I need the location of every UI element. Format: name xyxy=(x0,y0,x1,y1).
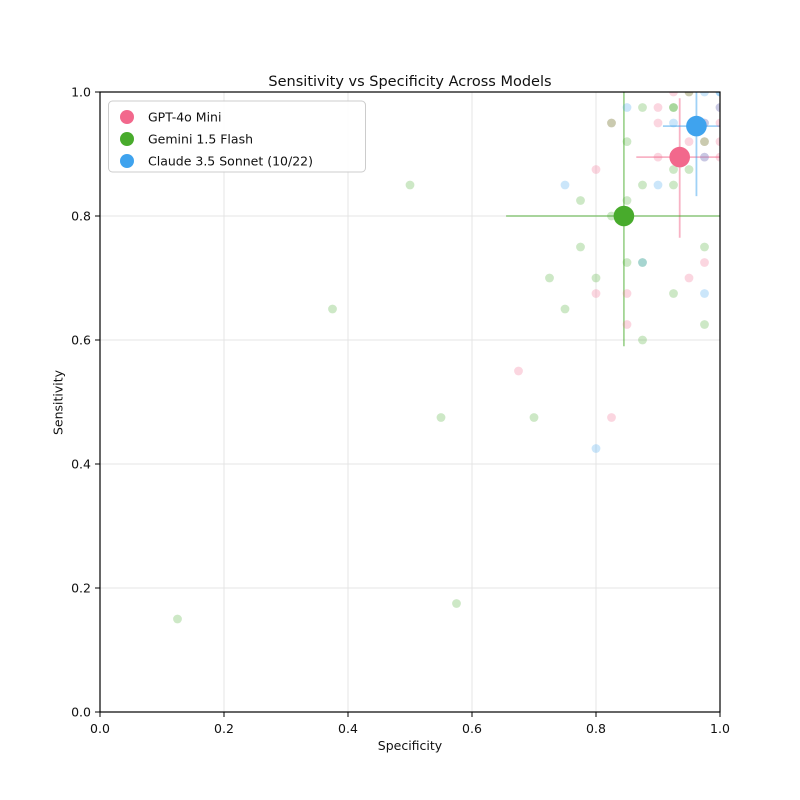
scatter-point xyxy=(684,92,694,97)
scatter-point xyxy=(328,304,337,314)
scatter-point xyxy=(669,103,678,112)
y-tick-label: 0.4 xyxy=(71,457,91,472)
scatter-point xyxy=(700,320,709,329)
scatter-point xyxy=(622,196,632,205)
scatter-point xyxy=(669,118,678,128)
scatter-point xyxy=(715,118,720,128)
legend-box xyxy=(108,100,366,173)
scatter-point xyxy=(576,196,585,205)
legend-label: Claude 3.5 Sonnet (10/22) xyxy=(148,154,313,169)
scatter-point xyxy=(607,118,616,128)
scatter-point xyxy=(715,137,720,146)
scatter-point xyxy=(622,137,632,147)
scatter-point xyxy=(669,165,678,174)
y-axis-label: Sensitivity xyxy=(50,369,66,436)
scatter-point xyxy=(591,165,601,174)
scatter-point xyxy=(622,258,632,267)
legend-marker xyxy=(120,110,134,124)
chart-title: Sensitivity vs Specificity Across Models xyxy=(268,74,552,90)
scatter-point xyxy=(669,289,678,298)
scatter-point xyxy=(436,413,446,422)
y-tick-label: 1.0 xyxy=(71,85,91,100)
scatter-point xyxy=(684,165,694,174)
scatter-point xyxy=(622,103,632,112)
scatter-point xyxy=(715,103,720,112)
scatter-point xyxy=(700,152,709,162)
y-tick-label: 0.0 xyxy=(71,705,91,720)
scatter-point xyxy=(669,180,678,190)
scatter-point xyxy=(684,92,694,97)
scatter-point xyxy=(715,152,720,162)
scatter-point xyxy=(638,180,647,190)
mean-marker xyxy=(613,205,635,227)
y-tick-label: 0.6 xyxy=(71,333,91,348)
scatter-point xyxy=(529,413,539,422)
scatter-point xyxy=(591,444,601,453)
mean-marker xyxy=(686,115,707,137)
scatter-point xyxy=(622,320,632,329)
scatter-point xyxy=(715,92,720,97)
scatter-point xyxy=(607,118,616,128)
x-tick-label: 0.2 xyxy=(214,721,234,736)
scatter-point xyxy=(700,92,709,97)
legend-label: GPT-4o Mini xyxy=(148,110,221,125)
x-tick-label: 0.0 xyxy=(90,721,110,736)
scatter-point xyxy=(452,599,461,608)
scatter-point xyxy=(700,152,709,162)
scatter-point xyxy=(684,273,694,283)
scatter-point xyxy=(591,289,601,298)
x-tick-label: 0.8 xyxy=(586,721,606,736)
scatter-point xyxy=(607,211,616,221)
scatter-point xyxy=(622,289,632,298)
legend-marker xyxy=(120,154,134,168)
scatter-point xyxy=(173,614,182,624)
scatter-point xyxy=(653,118,663,128)
scatter-point xyxy=(545,273,554,283)
legend-marker xyxy=(120,132,134,146)
scatter-point xyxy=(669,92,678,97)
y-tick-label: 0.2 xyxy=(71,581,91,596)
scatter-point xyxy=(715,92,720,97)
scatter-point xyxy=(700,242,709,252)
scatter-point xyxy=(653,103,663,112)
x-tick-label: 0.6 xyxy=(462,721,482,736)
scatter-point xyxy=(669,103,678,112)
mean-marker xyxy=(669,146,690,168)
scatter-point xyxy=(638,103,647,112)
x-tick-label: 1.0 xyxy=(710,721,730,736)
scatter-point xyxy=(638,258,647,267)
scatter-point xyxy=(514,366,523,376)
scatter-point xyxy=(700,289,709,298)
scatter-point xyxy=(700,258,709,267)
scatter-point xyxy=(715,103,720,112)
scatter-point xyxy=(638,258,647,267)
scatter-point xyxy=(638,335,647,345)
scatter-point xyxy=(576,242,585,252)
x-tick-label: 0.4 xyxy=(338,721,358,736)
scatter-point xyxy=(405,180,415,190)
scatter-point xyxy=(607,413,616,422)
scatter-point xyxy=(560,180,570,190)
scatter-point xyxy=(560,304,570,314)
x-axis-label: Specificity xyxy=(377,738,443,753)
scatter-point xyxy=(653,152,663,162)
plot-border xyxy=(99,91,721,713)
scatter-point xyxy=(591,273,601,283)
scatter-point xyxy=(653,180,663,190)
legend-label: Gemini 1.5 Flash xyxy=(148,132,253,147)
scatter-point xyxy=(684,137,694,147)
scatter-point xyxy=(700,137,709,147)
scatter-point xyxy=(700,137,709,147)
y-tick-label: 0.8 xyxy=(71,209,91,224)
